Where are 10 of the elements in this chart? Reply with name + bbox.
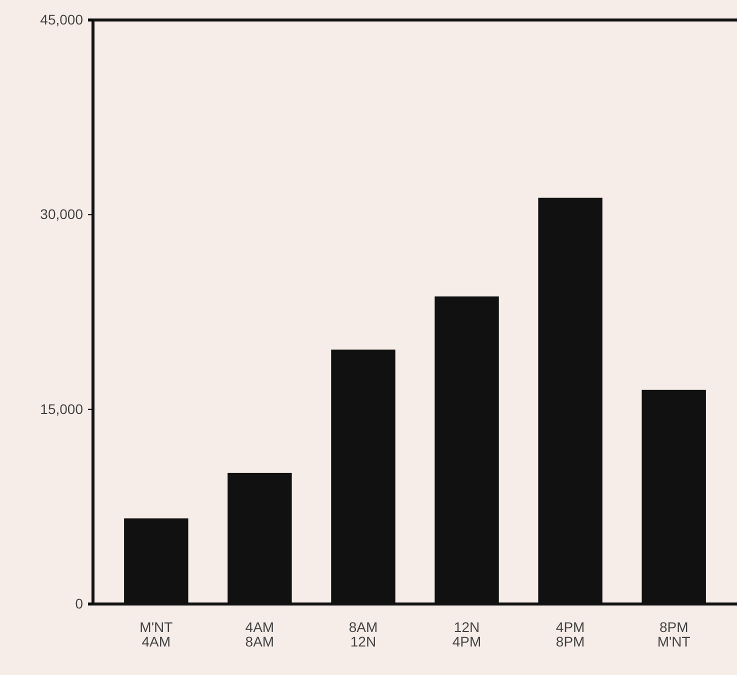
x-tick-label: 8PM M'NT bbox=[657, 619, 691, 650]
y-tick-label: 45,000 bbox=[40, 11, 84, 28]
y-tick-label: 0 bbox=[75, 595, 84, 612]
x-tick-label: 8AM 12N bbox=[348, 619, 378, 650]
x-tick-label: M'NT 4AM bbox=[140, 619, 174, 650]
y-tick-label: 30,000 bbox=[40, 206, 84, 222]
y-tick-label: 15,000 bbox=[40, 400, 84, 417]
x-tick-label: 4AM 8AM bbox=[245, 619, 274, 650]
x-tick-label: 4PM 8PM bbox=[556, 619, 585, 650]
x-tick-label: 12N 4PM bbox=[452, 619, 482, 650]
